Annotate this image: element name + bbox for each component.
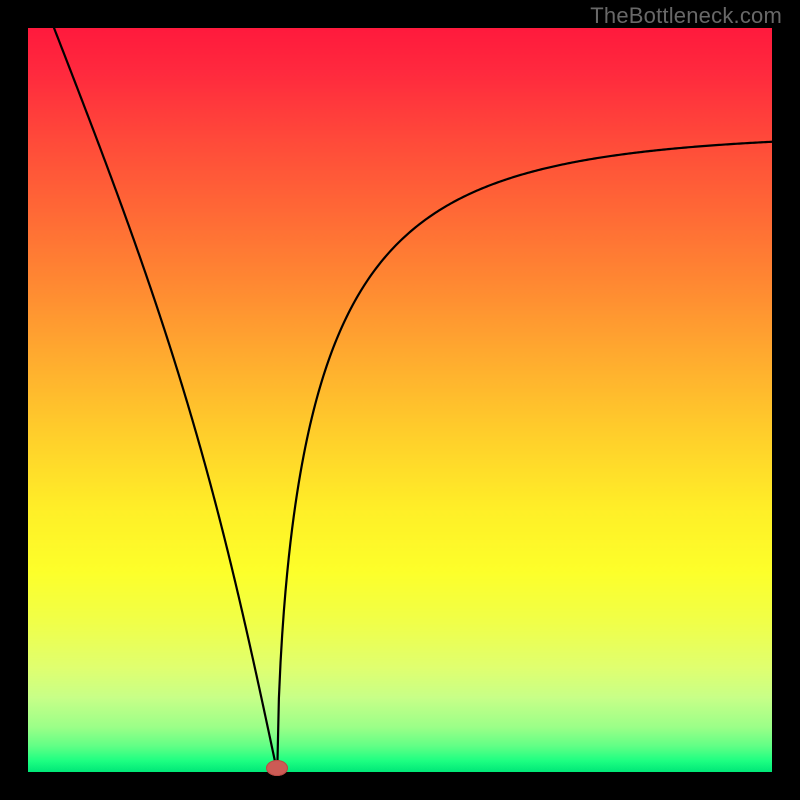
- minimum-marker: [266, 760, 288, 776]
- chart-frame: TheBottleneck.com: [0, 0, 800, 800]
- watermark-text: TheBottleneck.com: [590, 3, 782, 29]
- bottleneck-curve: [28, 28, 772, 772]
- plot-area: [28, 28, 772, 772]
